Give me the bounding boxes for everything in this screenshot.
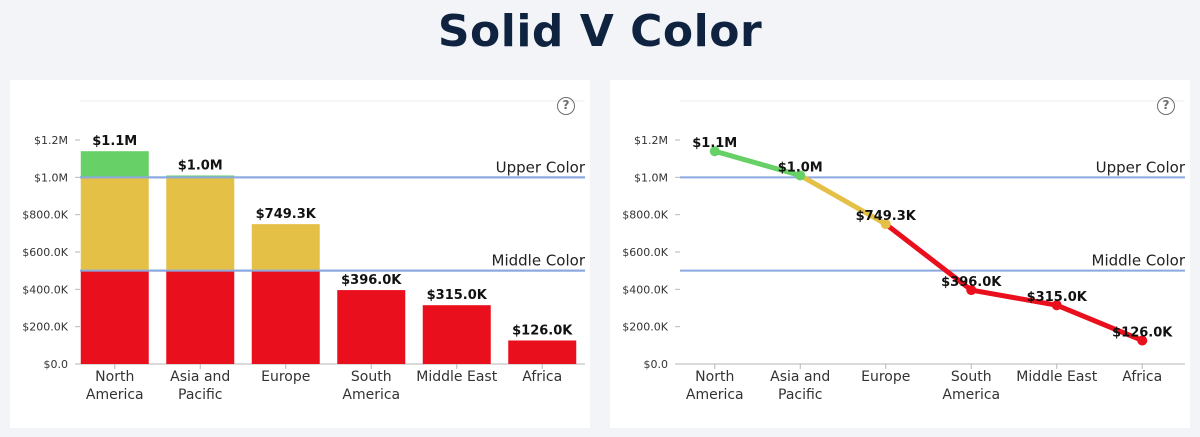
x-tick-label: North	[695, 369, 734, 385]
line-chart: $0.0 $200.0K $400.0K $600.0K $800.0K $1.0M $1.…	[622, 100, 1186, 403]
bar-segment	[337, 290, 406, 364]
threshold-label: Upper Color	[496, 158, 586, 176]
page-title: Solid V Color	[437, 6, 763, 57]
x-tick-label: America	[686, 387, 744, 403]
x-tick-label: Africa	[1122, 369, 1162, 385]
y-tick-label: $1.2M	[34, 134, 68, 147]
line-segment	[797, 172, 889, 227]
y-tick-label: $600.0K	[22, 246, 68, 259]
x-tick-label: South	[351, 369, 392, 385]
line-segment	[883, 221, 974, 293]
x-tick-label: Pacific	[778, 387, 823, 403]
y-tick-label: $400.0K	[622, 283, 668, 296]
data-label: $315.0K	[427, 288, 488, 303]
x-tick-label: America	[342, 387, 400, 403]
bar-chart-panel: $0.0 $200.0K $400.0K $600.0K $800.0K $1.0M $1.…	[10, 80, 590, 428]
data-label: $1.1M	[92, 134, 137, 149]
bar-segment	[80, 151, 149, 178]
data-point	[966, 285, 977, 296]
data-label: $396.0K	[941, 275, 1002, 290]
data-label: $315.0K	[1027, 290, 1088, 305]
x-tick-label: Africa	[522, 369, 562, 385]
x-tick-label: Middle East	[1016, 369, 1097, 385]
bar-segment	[251, 224, 320, 271]
help-icon[interactable]: ?	[1157, 97, 1175, 115]
data-point	[880, 219, 891, 230]
line-segment	[712, 148, 803, 178]
x-tick-label: South	[951, 369, 992, 385]
y-tick-label: $1.0M	[634, 171, 668, 184]
bar-segment	[422, 305, 491, 364]
x-tick-label: Pacific	[178, 387, 223, 403]
bar-segment	[166, 270, 235, 364]
y-tick-label: $0.0	[644, 358, 669, 371]
data-point	[795, 170, 806, 181]
data-label: $1.0M	[778, 160, 823, 175]
x-tick-label: Europe	[261, 369, 310, 385]
y-tick-label: $800.0K	[622, 209, 668, 222]
bar-segment	[166, 177, 235, 271]
bar-segment	[508, 340, 577, 364]
data-label: $126.0K	[512, 323, 573, 338]
data-label: $1.0M	[178, 158, 223, 173]
data-point	[1137, 335, 1148, 346]
bar-chart: $0.0 $200.0K $400.0K $600.0K $800.0K $1.0M $1.…	[22, 100, 586, 403]
x-tick-label: North	[95, 369, 134, 385]
y-tick-label: $1.2M	[634, 134, 668, 147]
line-segment	[968, 287, 1060, 308]
x-tick-label: Europe	[861, 369, 910, 385]
line-segment	[1054, 302, 1145, 343]
x-tick-label: Asia and	[170, 369, 230, 385]
data-label: $1.1M	[692, 136, 737, 151]
y-tick-label: $600.0K	[622, 246, 668, 259]
data-label: $126.0K	[1112, 325, 1173, 340]
data-label: $396.0K	[341, 273, 402, 288]
data-point	[709, 146, 720, 157]
y-tick-label: $1.0M	[34, 171, 68, 184]
bar-segment	[251, 270, 320, 364]
y-tick-label: $0.0	[44, 358, 69, 371]
y-tick-label: $200.0K	[22, 321, 68, 334]
help-icon[interactable]: ?	[557, 97, 575, 115]
y-tick-label: $400.0K	[22, 283, 68, 296]
bar-segment	[80, 177, 149, 271]
x-tick-label: America	[942, 387, 1000, 403]
x-tick-label: Asia and	[770, 369, 830, 385]
y-tick-label: $800.0K	[22, 209, 68, 222]
data-point	[1051, 300, 1062, 311]
x-tick-label: America	[86, 387, 144, 403]
threshold-label: Upper Color	[1096, 158, 1186, 176]
threshold-label: Middle Color	[1092, 252, 1186, 270]
line-chart-panel: $0.0 $200.0K $400.0K $600.0K $800.0K $1.0M $1.…	[610, 80, 1190, 428]
y-tick-label: $200.0K	[622, 321, 668, 334]
data-label: $749.3K	[256, 207, 317, 222]
data-label: $749.3K	[856, 209, 917, 224]
x-tick-label: Middle East	[416, 369, 497, 385]
bar-segment	[80, 270, 149, 364]
threshold-label: Middle Color	[492, 252, 586, 270]
